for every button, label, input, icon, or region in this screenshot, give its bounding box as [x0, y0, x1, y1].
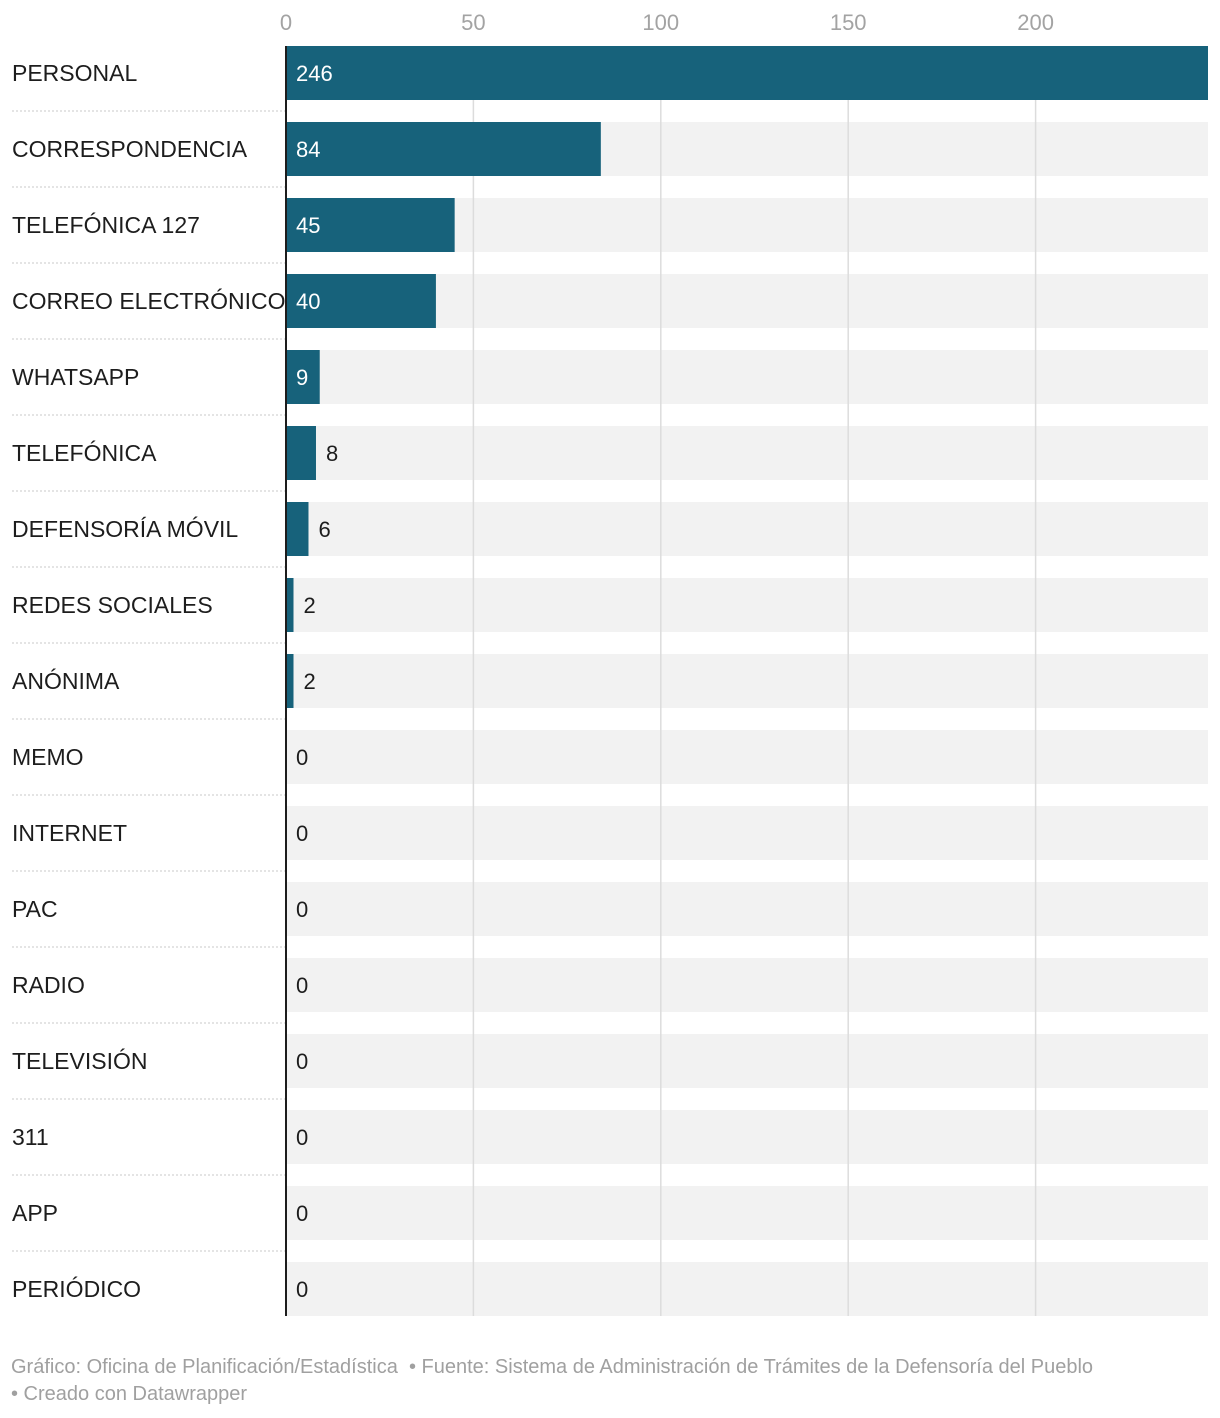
bar-track: [286, 350, 1208, 404]
bar-track: [286, 1034, 1208, 1088]
category-label: PERSONAL: [12, 60, 137, 86]
x-tick-label: 100: [642, 10, 679, 35]
value-label: 246: [296, 61, 333, 86]
bar-track: [286, 502, 1208, 556]
value-label: 6: [318, 517, 330, 542]
x-tick-label: 0: [280, 10, 292, 35]
value-label: 9: [296, 365, 308, 390]
footer-source: • Fuente: Sistema de Administración de T…: [408, 1356, 1094, 1378]
value-label: 0: [296, 973, 308, 998]
bar-track: [286, 730, 1208, 784]
category-label: REDES SOCIALES: [12, 592, 213, 618]
value-label: 0: [296, 745, 308, 770]
bar-track: [286, 426, 1208, 480]
bar-track: [286, 882, 1208, 936]
value-label: 2: [303, 669, 315, 694]
value-label: 0: [296, 1049, 308, 1074]
x-tick-label: 200: [1017, 10, 1054, 35]
category-label: PAC: [12, 896, 58, 922]
footer-datawrapper: • Creado con Datawrapper: [11, 1383, 248, 1405]
value-label: 0: [296, 821, 308, 846]
category-label: APP: [12, 1200, 58, 1226]
value-label: 2: [303, 593, 315, 618]
category-label: CORREO ELECTRÓNICO: [12, 288, 285, 314]
value-label: 0: [296, 1201, 308, 1226]
value-label: 84: [296, 137, 320, 162]
bar: [286, 274, 436, 328]
bar: [286, 502, 309, 556]
value-label: 0: [296, 1277, 308, 1302]
chart-footer: Gráfico: Oficina de Planificación/Estadí…: [11, 1354, 1211, 1408]
x-tick-label: 50: [461, 10, 485, 35]
bar-track: [286, 958, 1208, 1012]
bar: [286, 578, 294, 632]
category-label: 311: [12, 1124, 49, 1150]
value-label: 40: [296, 289, 320, 314]
bar: [286, 46, 1208, 100]
footer-credit: Gráfico: Oficina de Planificación/Estadí…: [11, 1356, 398, 1378]
category-label: WHATSAPP: [12, 364, 139, 390]
bar-track: [286, 1262, 1208, 1316]
category-label: MEMO: [12, 744, 84, 770]
category-label: TELEFÓNICA: [12, 440, 157, 466]
category-label: TELEVISIÓN: [12, 1048, 147, 1074]
bar-track: [286, 1186, 1208, 1240]
category-label: PERIÓDICO: [12, 1276, 141, 1302]
value-label: 0: [296, 1125, 308, 1150]
bar-track: [286, 654, 1208, 708]
bar: [286, 350, 320, 404]
bar: [286, 198, 455, 252]
category-label: RADIO: [12, 972, 85, 998]
bar: [286, 122, 601, 176]
bar: [286, 654, 294, 708]
category-label: INTERNET: [12, 820, 127, 846]
category-label: CORRESPONDENCIA: [12, 136, 248, 162]
bar-track: [286, 806, 1208, 860]
value-label: 0: [296, 897, 308, 922]
bar-track: [286, 274, 1208, 328]
category-label: DEFENSORÍA MÓVIL: [12, 516, 238, 542]
category-label: TELEFÓNICA 127: [12, 212, 200, 238]
x-tick-label: 150: [830, 10, 867, 35]
value-label: 45: [296, 213, 320, 238]
value-label: 8: [326, 441, 338, 466]
category-label: ANÓNIMA: [12, 668, 120, 694]
bar-track: [286, 578, 1208, 632]
bar: [286, 426, 316, 480]
bar-track: [286, 1110, 1208, 1164]
